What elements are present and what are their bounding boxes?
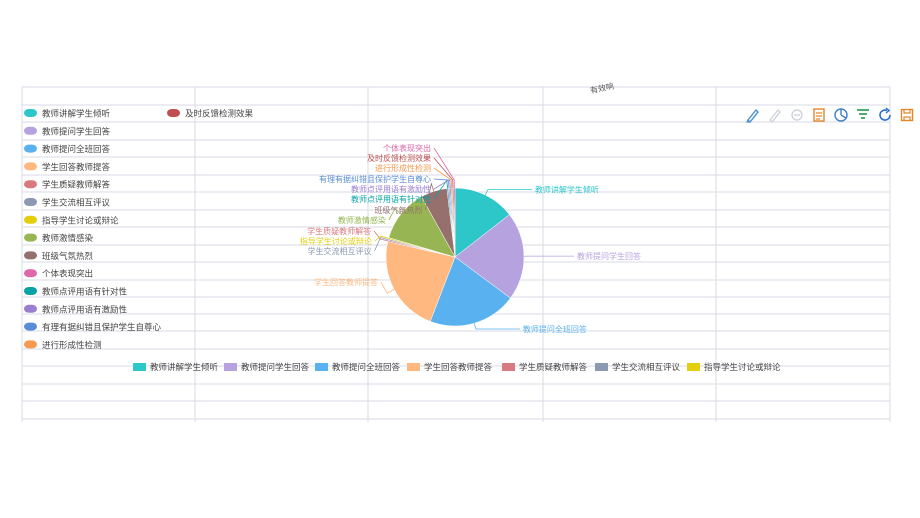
- legend-marker[interactable]: [24, 287, 37, 295]
- slice-label: 及时反馈检测效果: [367, 153, 431, 163]
- slice-label: 进行形成性检测: [375, 163, 431, 173]
- pie-chart: [385, 187, 525, 327]
- legend-item-label[interactable]: 教师提问全班回答: [42, 144, 111, 155]
- legend-marker[interactable]: [24, 162, 37, 171]
- data-view-icon[interactable]: [811, 107, 827, 123]
- legend-item-label[interactable]: 学生质疑教师解答: [42, 180, 111, 191]
- legend-swatch[interactable]: [502, 363, 515, 371]
- slice-label: 学生质疑教师解答: [307, 226, 371, 236]
- slice-label: 个体表现突出: [383, 143, 431, 153]
- legend-marker[interactable]: [24, 322, 37, 331]
- mark-undo-icon[interactable]: [767, 107, 783, 123]
- label-leader-line: [388, 208, 402, 221]
- legend-marker[interactable]: [24, 269, 37, 278]
- label-leader-line: [424, 182, 435, 211]
- legend-swatch[interactable]: [315, 363, 328, 371]
- chart-toolbox: [745, 104, 914, 126]
- legend-item-label[interactable]: 及时反馈检测效果: [185, 109, 254, 120]
- legend-marker[interactable]: [24, 109, 37, 117]
- legend-marker[interactable]: [24, 251, 37, 260]
- legend-item-label[interactable]: 教师提问全班回答: [332, 362, 401, 373]
- label-leader-line: [374, 235, 389, 242]
- legend-marker[interactable]: [24, 180, 37, 189]
- label-leader-line: [433, 157, 454, 189]
- pie-slice[interactable]: [454, 214, 525, 299]
- slice-label: 教师讲解学生倾听: [535, 185, 599, 195]
- legend-marker[interactable]: [24, 215, 37, 224]
- legend-marker[interactable]: [24, 340, 37, 349]
- legend-item-label[interactable]: 教师讲解学生倾听: [42, 109, 111, 120]
- legend-swatch[interactable]: [687, 363, 700, 371]
- slice-label: 教师激情感染: [338, 215, 386, 225]
- label-leader-line: [473, 323, 520, 330]
- legend-item-label[interactable]: 教师激情感染: [42, 233, 94, 244]
- slice-label: 学生交流相互评议: [307, 246, 371, 256]
- legend-item-label[interactable]: 进行形成性检测: [42, 340, 102, 351]
- legend-marker[interactable]: [24, 198, 37, 206]
- legend-item-label[interactable]: 学生回答教师提答: [424, 362, 493, 373]
- legend-item-label[interactable]: 教师点评用语有针对性: [42, 287, 128, 298]
- pie-chart-icon[interactable]: [833, 107, 849, 123]
- label-leader-line: [433, 179, 449, 200]
- slice-label: 班级气氛热烈: [374, 205, 422, 215]
- left-legend: 教师讲解学生倾听教师提问学生回答教师提问全班回答学生回答教师提答学生质疑教师解答…: [24, 109, 162, 351]
- legend-item-label[interactable]: 教师提问学生回答: [42, 126, 111, 137]
- legend-swatch[interactable]: [133, 363, 146, 371]
- slice-label: 学生回答教师提答: [314, 277, 378, 287]
- slice-label: 指导学生讨论或辩论: [300, 236, 372, 246]
- legend-item-label[interactable]: 学生质疑教师解答: [519, 362, 588, 373]
- label-leader-line: [433, 167, 453, 189]
- label-leader-line: [484, 189, 532, 196]
- legend-item-label[interactable]: 指导学生讨论或辩论: [42, 215, 119, 226]
- label-leader-line: [374, 237, 389, 252]
- legend-swatch[interactable]: [407, 363, 420, 371]
- legend-item-label[interactable]: 个体表现突出: [42, 269, 93, 280]
- label-leader-line: [433, 147, 455, 189]
- legend-marker[interactable]: [24, 233, 37, 242]
- legend-marker[interactable]: [24, 126, 37, 135]
- legend-swatch[interactable]: [595, 363, 608, 371]
- legend-item-label[interactable]: 学生交流相互评议: [42, 198, 111, 209]
- slice-label: 教师点评用语有针对性: [351, 194, 431, 204]
- refresh-icon[interactable]: [877, 107, 893, 123]
- label-leader-line: [433, 178, 451, 189]
- bottom-legend: 教师讲解学生倾听 教师提问学生回答 教师提问全班回答 学生回答教师提答 学生质疑教师解答…: [133, 362, 781, 373]
- legend-item-label[interactable]: 教师点评用语有激励性: [42, 304, 128, 315]
- legend-item-label[interactable]: 学生交流相互评议: [612, 362, 681, 373]
- slice-label: 教师点评用语有激励性: [351, 184, 431, 194]
- mark-icon[interactable]: [745, 107, 761, 123]
- label-leader-line: [380, 281, 395, 294]
- mark-clear-icon[interactable]: [789, 107, 805, 123]
- right-legend: 及时反馈检测效果: [167, 109, 254, 120]
- pie-slice[interactable]: [385, 241, 456, 322]
- save-image-icon[interactable]: [899, 107, 915, 123]
- legend-marker[interactable]: [24, 304, 37, 313]
- slice-label: 教师提问学生回答: [577, 251, 641, 261]
- pie-slice[interactable]: [429, 256, 511, 327]
- legend-item-label[interactable]: 教师讲解学生倾听: [150, 362, 219, 373]
- legend-marker[interactable]: [167, 109, 180, 117]
- filter-icon[interactable]: [855, 107, 871, 123]
- legend-item-label[interactable]: 指导学生讨论或辩论: [704, 362, 781, 373]
- legend-marker[interactable]: [24, 144, 37, 153]
- slice-label: 教师提问全班回答: [523, 324, 587, 334]
- slice-label: 有理有据纠错且保护学生自尊心: [319, 174, 431, 184]
- legend-item-label[interactable]: 学生回答教师提答: [42, 162, 111, 173]
- legend-swatch[interactable]: [224, 363, 237, 371]
- legend-item-label[interactable]: 有理有据纠错且保护学生自尊心: [42, 322, 162, 333]
- legend-item-label[interactable]: 班级气氛热烈: [42, 251, 94, 262]
- legend-item-label[interactable]: 教师提问学生回答: [241, 362, 310, 373]
